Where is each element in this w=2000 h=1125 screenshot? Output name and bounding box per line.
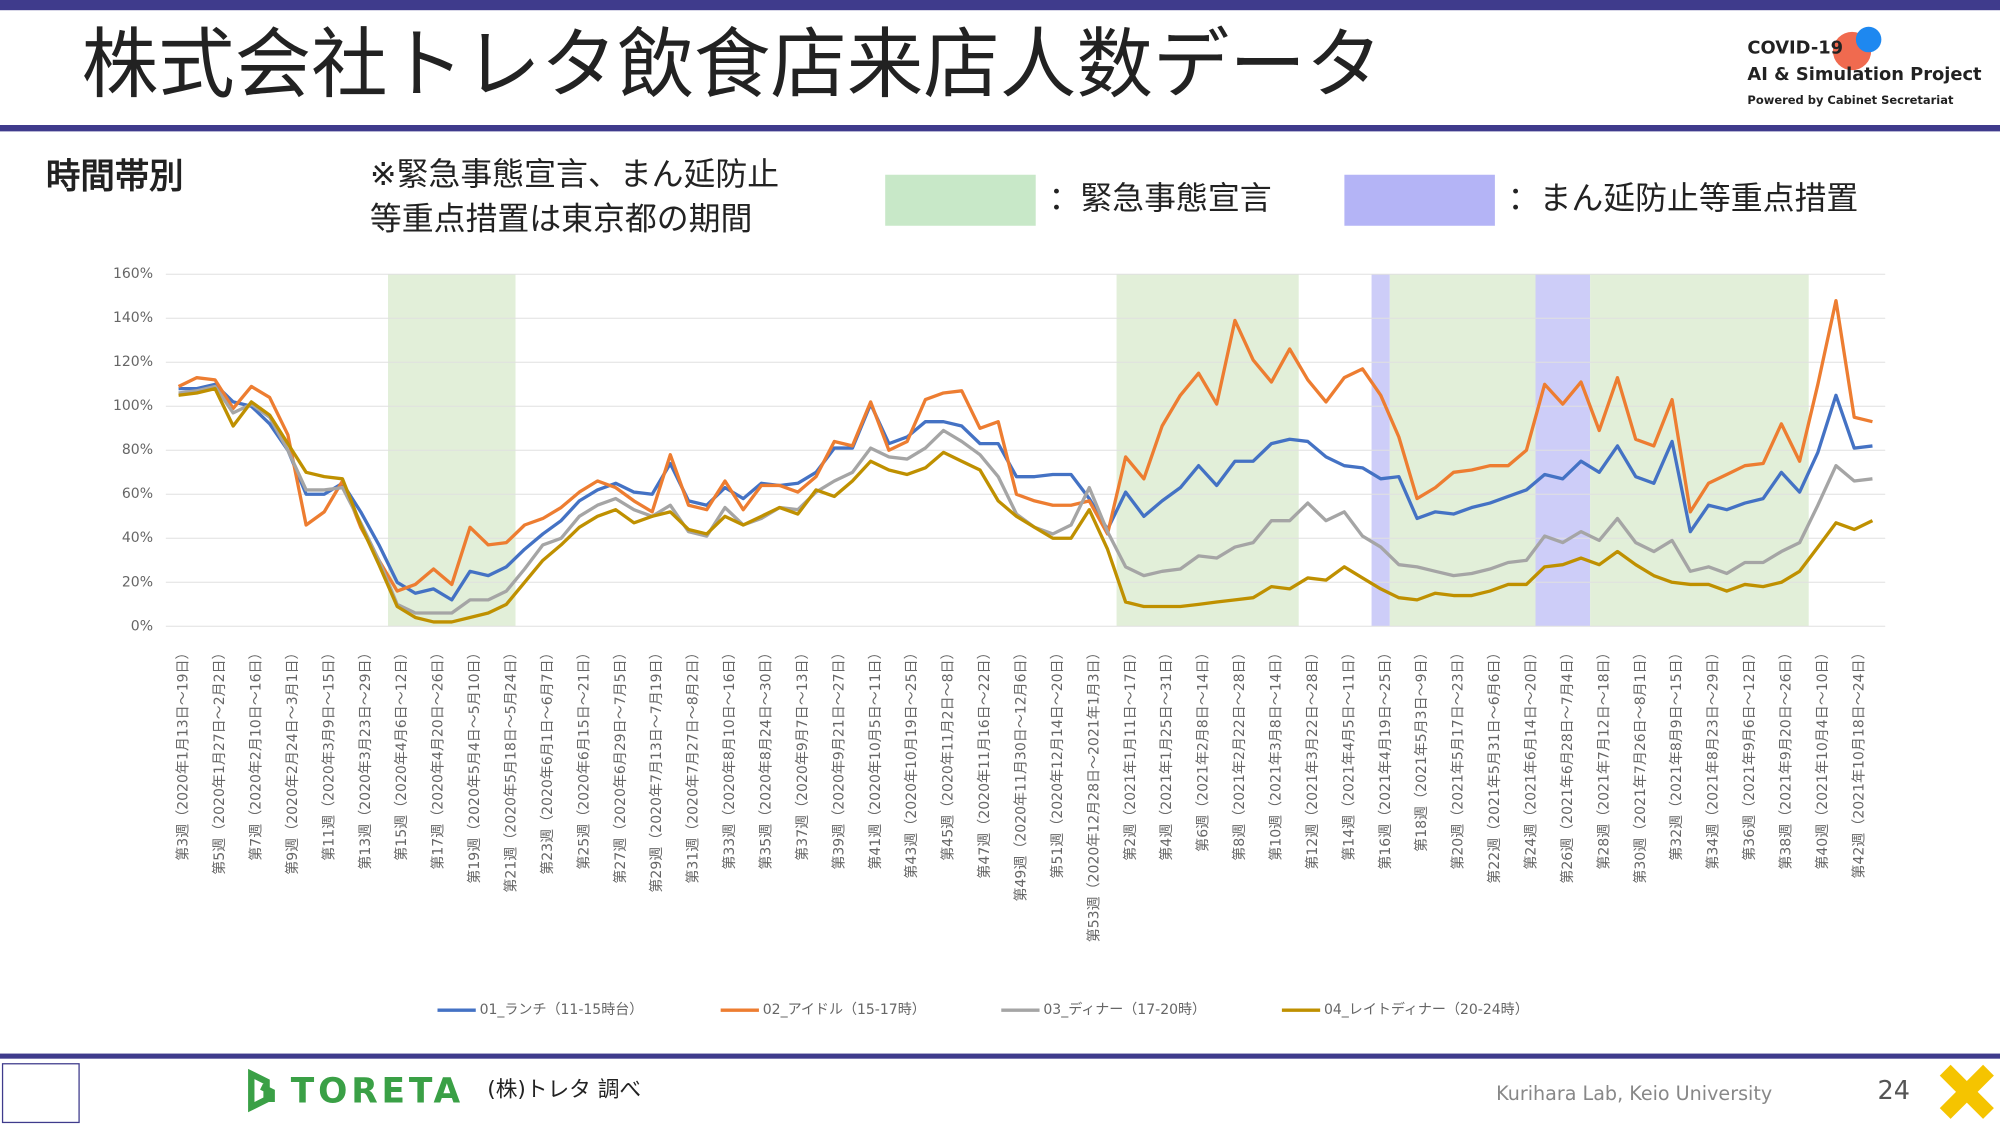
x-tick-label: 第35週（2020年8月24日～30日） xyxy=(758,645,775,869)
x-tick-label: 第25週（2020年6月15日～21日） xyxy=(575,645,592,869)
legend-label: 01_ランチ（11-15時台） xyxy=(480,1002,644,1018)
x-tick-label: 第49週（2020年11月30日～12月6日） xyxy=(1013,645,1030,901)
series-line xyxy=(177,298,1873,593)
x-tick-label: 第22週（2021年5月31日～6月6日） xyxy=(1486,645,1503,883)
y-tick-label: 120% xyxy=(113,354,153,370)
corner-icon xyxy=(1939,1064,1994,1119)
legend-label: 03_ディナー（17-20時） xyxy=(1043,1001,1206,1018)
legend-label: 04_レイトディナー（20-24時） xyxy=(1324,1001,1529,1018)
x-tick-label: 第10週（2021年3月8日～14日） xyxy=(1267,645,1284,860)
x-tick-label: 第4週（2021年1月25日～31日） xyxy=(1158,645,1175,860)
y-tick-label: 60% xyxy=(122,486,153,502)
x-tick-label: 第45週（2020年11月2日～8日） xyxy=(940,645,957,860)
x-tick-label: 第31週（2020年7月27日～8月2日） xyxy=(685,645,702,883)
y-tick-label: 140% xyxy=(113,310,153,326)
plot: 0% 20% 40% 60% 80% 100% 120% 140% 160% 第3週（2020年1… xyxy=(113,266,1886,1018)
footer-bar xyxy=(0,1053,2000,1059)
x-tick-label: 第7週（2020年2月10日～16日） xyxy=(248,645,265,860)
x-tick-label: 第6週（2021年2月8日～14日） xyxy=(1195,645,1212,851)
x-tick-label: 第53週（2020年12月28日～2021年1月3日） xyxy=(1085,645,1102,942)
header-bar xyxy=(0,125,2000,132)
y-tick-label: 160% xyxy=(113,266,153,282)
x-tick-label: 第39週（2020年9月21日～27日） xyxy=(830,645,847,869)
x-tick-label: 第24週（2021年6月14日～20日） xyxy=(1522,645,1539,869)
y-tick-label: 40% xyxy=(122,530,153,546)
legend-swatch xyxy=(1344,174,1495,226)
legend-label: ：緊急事態宣言 xyxy=(1048,179,1271,217)
page-number: 24 xyxy=(1878,1076,1910,1106)
page-title: 株式会社トレタ飲食店来店人数データ xyxy=(82,21,1383,110)
logo-text: COVID-19 xyxy=(1747,37,1843,58)
logo-dot xyxy=(1855,26,1882,53)
y-tick-label: 0% xyxy=(131,618,153,634)
x-tick-label: 第23週（2020年6月1日～6月7日） xyxy=(539,645,556,874)
legend-swatch xyxy=(885,174,1036,226)
x-tick-label: 第13週（2020年3月23日～29日） xyxy=(357,645,374,869)
x-tick-label: 第19週（2020年5月4日～5月10日） xyxy=(466,645,483,883)
legend-label: ：まん延防止等重点措置 xyxy=(1508,179,1859,217)
x-tick-label: 第28週（2021年7月12日～18日） xyxy=(1595,645,1612,869)
x-tick-label: 第8週（2021年2月22日～28日） xyxy=(1231,645,1248,860)
x-tick-label: 第5週（2020年1月27日～2月2日） xyxy=(211,645,228,874)
legend-label: 02_アイドル（15-17時） xyxy=(763,1002,926,1018)
x-tick-label: 第47週（2020年11月16日～22日） xyxy=(976,645,993,878)
x-tick-label: 第18週（2021年5月3日～9日） xyxy=(1413,645,1430,851)
top-bar xyxy=(0,0,2000,11)
series-line xyxy=(178,382,1873,602)
x-tick-label: 第34週（2021年8月23日～29日） xyxy=(1705,645,1722,869)
note: 等重点措置は東京都の期間 xyxy=(370,200,753,238)
credit: Kurihara Lab, Keio University xyxy=(1496,1082,1772,1105)
section-title: 時間帯別 xyxy=(46,157,184,197)
lab-logo xyxy=(1,1063,80,1124)
x-tick-label: 第14週（2021年4月5日～11日） xyxy=(1340,645,1357,860)
x-tick-label: 第12週（2021年3月22日～28日） xyxy=(1304,645,1321,869)
x-tick-label: 第37週（2020年9月7日～13日） xyxy=(794,645,811,860)
x-tick-label: 第27週（2020年6月29日～7月5日） xyxy=(612,645,629,883)
x-tick-label: 第43週（2020年10月19日～25日） xyxy=(903,645,920,878)
x-tick-label: 第36週（2021年9月6日～12日） xyxy=(1741,645,1758,860)
series-line xyxy=(178,386,1874,624)
x-tick-label: 第42週（2021年10月18日～24日） xyxy=(1850,645,1867,878)
x-tick-label: 第41週（2020年10月5日～11日） xyxy=(867,645,884,869)
x-tick-label: 第38週（2021年9月20日～26日） xyxy=(1777,645,1794,869)
x-tick-label: 第29週（2020年7月13日～7月19日） xyxy=(648,645,665,892)
x-tick-label: 第15週（2020年4月6日～12日） xyxy=(393,645,410,860)
x-tick-label: 第11週（2020年3月9日～15日） xyxy=(320,645,337,860)
logo-text: Powered by Cabinet Secretariat xyxy=(1747,93,1954,107)
y-tick-label: 80% xyxy=(122,442,153,458)
x-tick-label: 第17週（2020年4月20日～26日） xyxy=(430,645,447,869)
source: (株)トレタ 調べ xyxy=(487,1078,641,1103)
x-tick-label: 第51週（2020年12月14日～20日） xyxy=(1049,645,1066,878)
brand: TORETA xyxy=(291,1072,464,1112)
x-tick-label: 第3週（2020年1月13日～19日） xyxy=(175,645,192,860)
x-tick-label: 第16週（2021年4月19日～25日） xyxy=(1377,645,1394,869)
x-tick-label: 第30週（2021年7月26日～8月1日） xyxy=(1632,645,1649,883)
x-tick-label: 第33週（2020年8月10日～16日） xyxy=(721,645,738,869)
note: ※緊急事態宣言、まん延防止 xyxy=(370,155,779,193)
region-legend: ：緊急事態宣言 ：まん延防止等重点措置 xyxy=(885,174,1859,226)
x-tick-label: 第26週（2021年6月28日～7月4日） xyxy=(1559,645,1576,883)
x-tick-label: 第40週（2021年10月4日～10日） xyxy=(1814,645,1831,869)
x-tick-label: 第21週（2020年5月18日～5月24日） xyxy=(503,645,520,892)
x-tick-label: 第32週（2021年8月9日～15日） xyxy=(1668,645,1685,860)
x-tick-label: 第2週（2021年1月11日～17日） xyxy=(1122,645,1139,860)
y-tick-label: 20% xyxy=(122,574,153,590)
x-tick-label: 第9週（2020年2月24日～3月1日） xyxy=(284,645,301,874)
y-tick-label: 100% xyxy=(113,398,153,414)
brand-icon xyxy=(248,1068,275,1113)
x-tick-label: 第20週（2021年5月17日～23日） xyxy=(1450,645,1467,869)
logo-text: AI & Simulation Project xyxy=(1747,64,1982,85)
